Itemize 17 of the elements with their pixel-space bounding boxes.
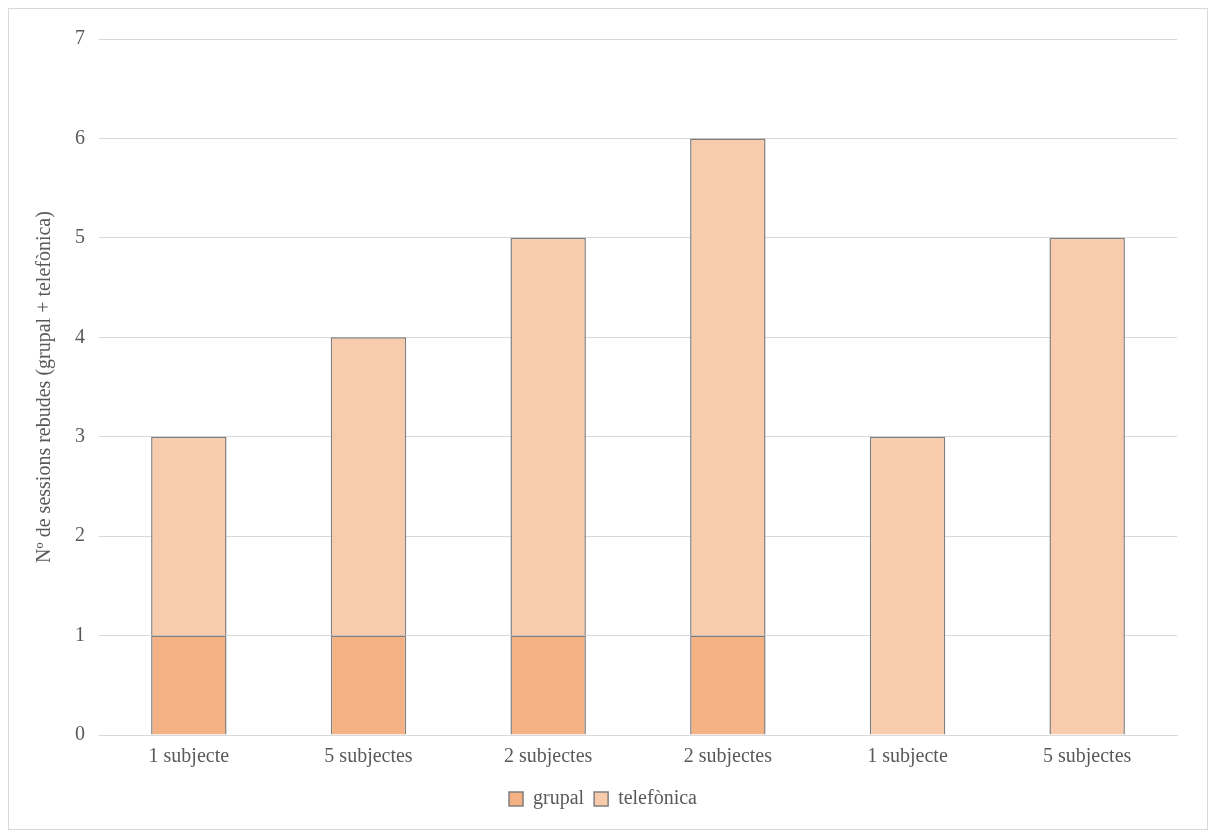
x-tick-label: 1 subjecte (867, 744, 948, 768)
x-tick-label: 5 subjectes (1043, 744, 1132, 768)
y-tick-label: 4 (75, 324, 85, 347)
y-tick-label: 0 (75, 722, 85, 745)
y-tick-label: 1 (75, 622, 85, 645)
y-axis-title: Nº de sessions rebudes (grupal + telefònica) (32, 211, 56, 563)
y-tick-label: 3 (75, 423, 85, 446)
x-tick-label: 1 subjecte (148, 744, 230, 768)
x-tick-label: 2 subjectes (683, 744, 773, 768)
y-tick-label: 5 (75, 225, 85, 248)
legend-label: grupal (533, 786, 585, 810)
y-tick-label: 7 (75, 26, 85, 49)
x-tick-label: 5 subjectes (324, 744, 413, 768)
x-tick-label: 2 subjectes (504, 744, 593, 768)
y-tick-label: 6 (75, 125, 85, 148)
y-tick-label: 2 (75, 523, 85, 546)
legend-label: telefònica (618, 786, 698, 809)
